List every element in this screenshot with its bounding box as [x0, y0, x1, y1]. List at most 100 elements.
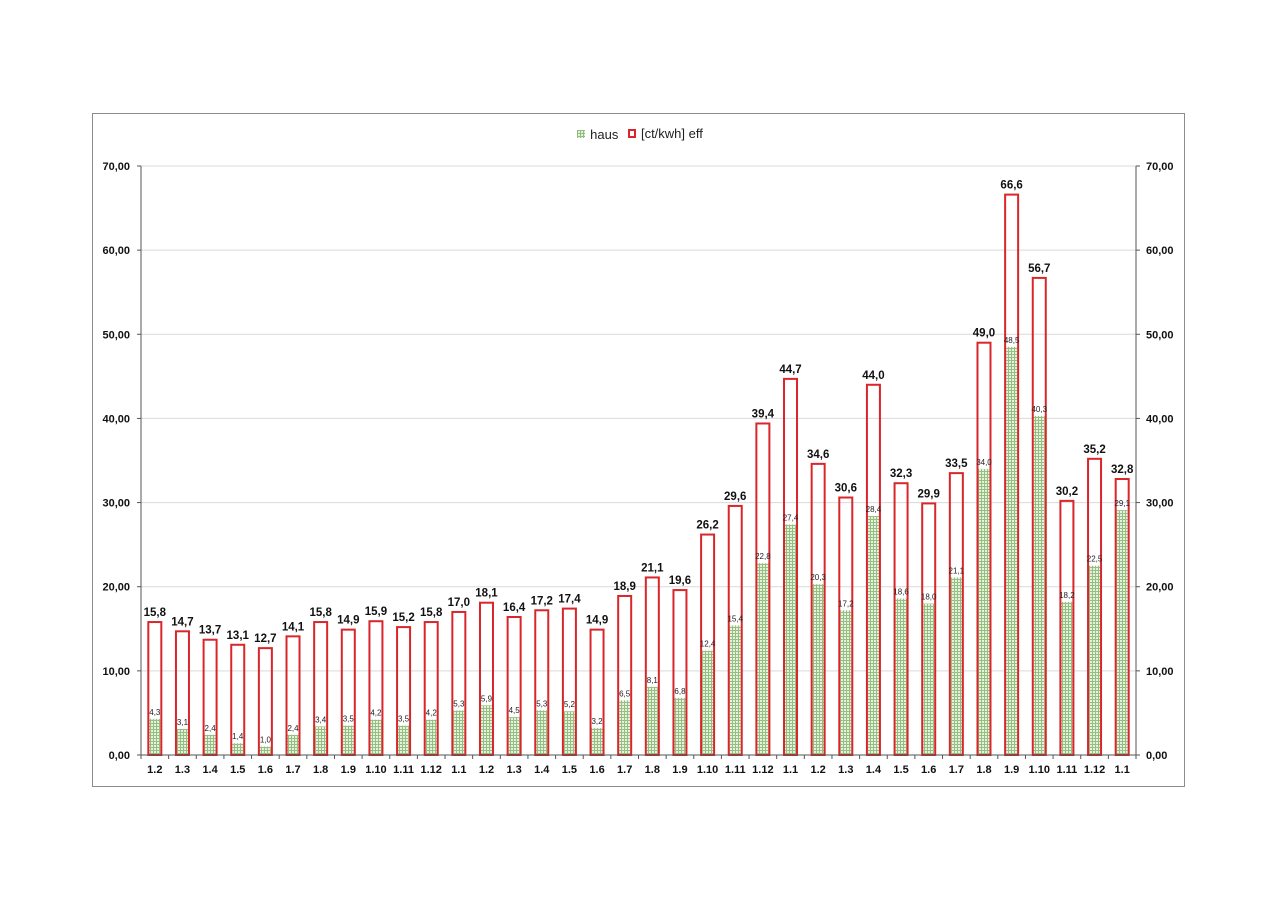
- x-tick-label: 1.5: [562, 764, 577, 776]
- data-label-haus: 1,0: [260, 736, 272, 745]
- data-label-eff: 14,9: [337, 615, 359, 627]
- x-tick-label: 1.10: [1029, 764, 1050, 776]
- bar-haus: [950, 577, 962, 755]
- data-label-haus: 6,8: [674, 687, 686, 696]
- y2-tick-label: 30,00: [1146, 498, 1174, 510]
- data-label-haus: 28,4: [866, 505, 882, 514]
- data-label-haus: 34,0: [976, 458, 992, 467]
- x-tick-label: 1.11: [1056, 764, 1077, 776]
- bar-haus: [591, 728, 603, 755]
- bar-haus: [867, 516, 879, 755]
- data-label-eff: 14,9: [586, 615, 608, 627]
- data-label-haus: 22,5: [1087, 555, 1103, 564]
- y2-tick-label: 0,00: [1146, 750, 1167, 762]
- data-label-haus: 27,4: [783, 513, 799, 522]
- data-label-eff: 15,9: [365, 606, 387, 618]
- data-label-eff: 49,0: [973, 328, 995, 340]
- x-tick-label: 1.6: [921, 764, 936, 776]
- bar-haus: [204, 734, 216, 755]
- data-label-eff: 29,9: [918, 488, 940, 500]
- x-tick-label: 1.3: [506, 764, 521, 776]
- bar-haus: [149, 718, 161, 755]
- data-label-haus: 3,5: [343, 715, 355, 724]
- data-label-haus: 4,2: [426, 709, 438, 718]
- data-label-haus: 5,3: [453, 699, 465, 708]
- data-label-eff: 26,2: [696, 520, 718, 532]
- data-label-eff: 18,1: [475, 588, 498, 600]
- bar-haus: [729, 625, 741, 755]
- bar-haus: [508, 717, 520, 755]
- data-label-eff: 13,1: [227, 630, 250, 642]
- y-tick-label: 50,00: [102, 329, 130, 341]
- data-label-haus: 5,3: [536, 699, 548, 708]
- data-label-eff: 15,8: [144, 607, 167, 619]
- data-label-eff: 14,1: [282, 621, 305, 633]
- data-label-haus: 48,5: [1004, 336, 1020, 345]
- data-label-eff: 17,4: [558, 594, 581, 606]
- bar-haus: [646, 686, 658, 755]
- x-tick-label: 1.12: [752, 764, 773, 776]
- data-label-eff: 30,2: [1056, 486, 1078, 498]
- x-tick-label: 1.10: [365, 764, 386, 776]
- data-label-haus: 15,4: [727, 614, 743, 623]
- data-label-haus: 3,1: [177, 718, 189, 727]
- y-tick-label: 20,00: [102, 582, 130, 594]
- data-label-eff: 12,7: [254, 633, 276, 645]
- y-tick-label: 40,00: [102, 413, 130, 425]
- data-label-haus: 12,4: [700, 640, 716, 649]
- x-tick-label: 1.4: [202, 764, 218, 776]
- x-tick-label: 1.9: [672, 764, 687, 776]
- bar-haus: [536, 710, 548, 755]
- data-label-haus: 29,1: [1114, 499, 1130, 508]
- x-tick-label: 1.12: [420, 764, 441, 776]
- y2-tick-label: 60,00: [1146, 245, 1174, 257]
- data-label-haus: 4,5: [509, 706, 521, 715]
- x-tick-label: 1.5: [893, 764, 908, 776]
- legend-swatch-haus: [577, 130, 586, 138]
- data-label-eff: 29,6: [724, 491, 746, 503]
- data-label-eff: 18,9: [613, 581, 635, 593]
- x-tick-label: 1.1: [451, 764, 466, 776]
- bar-haus: [176, 728, 188, 755]
- bar-haus: [702, 650, 714, 755]
- x-tick-label: 1.2: [479, 764, 494, 776]
- bar-haus: [978, 468, 990, 755]
- legend-swatch-eff: [627, 129, 636, 138]
- data-label-haus: 18,0: [921, 593, 937, 602]
- legend-label-haus: haus: [590, 126, 619, 142]
- x-tick-label: 1.3: [838, 764, 853, 776]
- data-label-eff: 34,6: [807, 449, 829, 461]
- x-tick-label: 1.4: [534, 764, 550, 776]
- data-label-eff: 16,4: [503, 602, 526, 614]
- data-label-haus: 3,5: [398, 715, 410, 724]
- data-label-eff: 14,7: [171, 616, 193, 628]
- bar-haus: [1089, 565, 1101, 755]
- data-label-eff: 44,7: [779, 364, 801, 376]
- bar-haus: [895, 598, 907, 755]
- x-tick-label: 1.3: [175, 764, 190, 776]
- data-label-eff: 15,8: [420, 607, 443, 619]
- x-tick-label: 1.9: [1004, 764, 1019, 776]
- data-label-eff: 15,8: [309, 607, 332, 619]
- data-label-eff: 13,7: [199, 625, 221, 637]
- data-label-haus: 5,2: [564, 700, 576, 709]
- y2-tick-label: 20,00: [1146, 582, 1174, 594]
- x-tick-label: 1.4: [866, 764, 882, 776]
- data-label-haus: 2,4: [205, 724, 217, 733]
- data-label-haus: 22,8: [755, 552, 771, 561]
- x-tick-label: 1.2: [147, 764, 162, 776]
- bar-haus: [287, 734, 299, 755]
- legend-item-eff: [ct/kwh] eff: [627, 126, 703, 141]
- data-label-eff: 32,8: [1111, 464, 1134, 476]
- data-label-haus: 40,3: [1031, 405, 1047, 414]
- bar-haus: [315, 726, 327, 755]
- data-label-haus: 1,4: [232, 732, 244, 741]
- y-tick-label: 30,00: [102, 498, 130, 510]
- x-tick-label: 1.12: [1084, 764, 1105, 776]
- legend: haus [ct/kwh] eff: [0, 126, 1280, 142]
- x-tick-label: 1.10: [697, 764, 718, 776]
- y2-tick-label: 10,00: [1146, 666, 1174, 678]
- bar-haus: [923, 603, 935, 755]
- data-label-eff: 35,2: [1083, 444, 1105, 456]
